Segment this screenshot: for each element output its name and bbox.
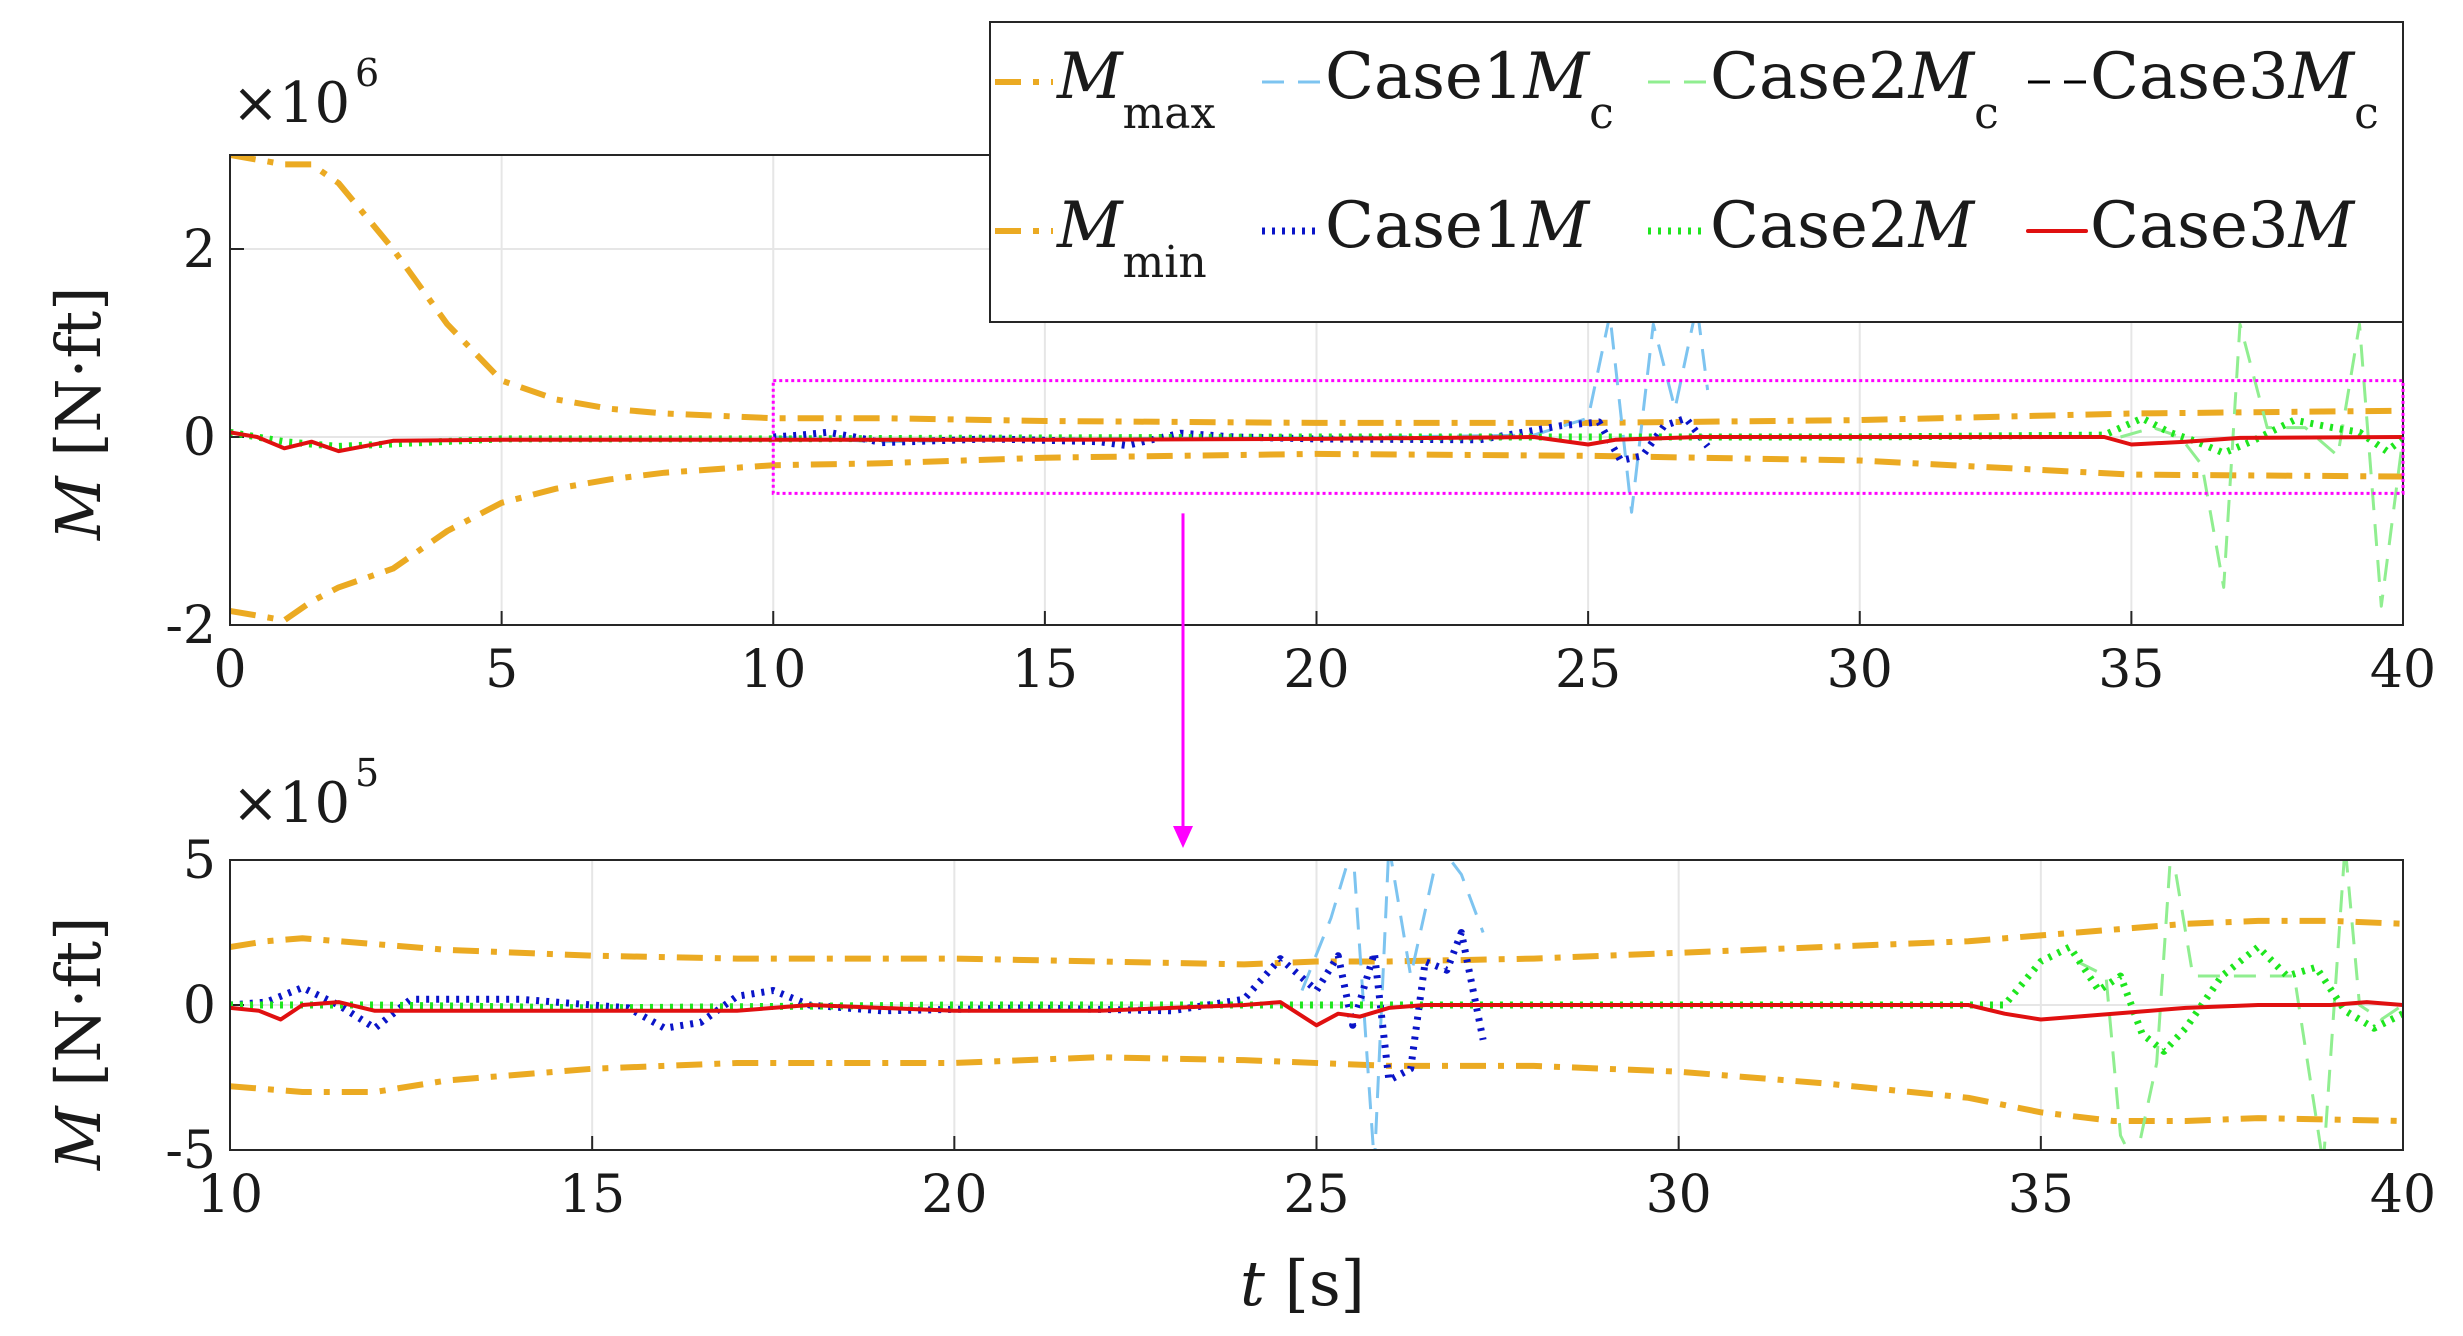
- top-exponent-base: ×10: [232, 71, 350, 136]
- top-ylabel-unit: [N·ft]: [42, 287, 115, 477]
- top-xtick-25: 25: [1555, 640, 1621, 700]
- bot-series-case2mc: [2076, 860, 2403, 1150]
- legend-swatches: [995, 79, 2088, 235]
- zoom-region-box: [771, 379, 2405, 495]
- bottom-series-group: [230, 860, 2403, 1150]
- top-series-case3m: [230, 430, 2403, 454]
- top-xtick-15: 15: [1012, 640, 1078, 700]
- top-xtick-5: 5: [485, 640, 518, 700]
- legend-entry-case3-mc: Case3Mc: [2090, 40, 2379, 139]
- bottom-exponent-power: 5: [355, 751, 379, 795]
- top-ytick--2: -2: [165, 596, 216, 656]
- top-series-case2m: [230, 414, 2403, 457]
- top-xtick-35: 35: [2098, 640, 2164, 700]
- bot-ytick--5: -5: [165, 1121, 216, 1181]
- bottom-axes-frame: [229, 859, 2404, 1151]
- bottom-ylabel-unit: [N·ft]: [42, 917, 115, 1107]
- bot-ytick-0: 0: [183, 976, 216, 1036]
- bot-series-case1mc: [1300, 860, 1485, 1150]
- top-xtick-10: 10: [740, 640, 806, 700]
- top-y-tick-labels: -2 0 2: [165, 220, 216, 656]
- bot-series-case3m: [230, 1000, 2403, 1028]
- top-ytick-2: 2: [183, 220, 216, 280]
- bottom-ylabel-symbol: M: [42, 1105, 115, 1171]
- bottom-y-axis-label: M [N·ft]: [42, 917, 115, 1171]
- top-y-axis-label: M [N·ft]: [42, 287, 115, 541]
- bottom-x-tick-labels: 10 15 20 25 30 35 40: [197, 1165, 2436, 1225]
- legend-entry-case1-mc: Case1Mc: [1325, 40, 1614, 139]
- legend-entry-case3-m: Case3M: [2090, 189, 2356, 263]
- legend: Mmax Case1Mc Case2Mc Case3Mc Mmin Case1M…: [989, 21, 2404, 323]
- top-ylabel-symbol: M: [42, 475, 115, 541]
- top-series-mmax: [230, 155, 2403, 426]
- top-series-group: [230, 155, 2403, 624]
- bot-ytick-5: 5: [183, 831, 216, 891]
- top-series-case1m: [773, 414, 1711, 464]
- bot-xtick-35: 35: [2008, 1165, 2074, 1225]
- top-exponent-power: 6: [355, 51, 379, 95]
- bottom-axes: 10 15 20 25 30 35 40 -5 0 5 ×10 5 M [N·ft] t [s]: [42, 751, 2436, 1320]
- legend-entry-case2-mc: Case2Mc: [1710, 40, 1999, 139]
- top-ytick-0: 0: [183, 408, 216, 468]
- bot-xtick-30: 30: [1646, 1165, 1712, 1225]
- top-x-tick-labels: 0 5 10 15 20 25 30 35 40: [213, 640, 2436, 700]
- top-xtick-40: 40: [2370, 640, 2436, 700]
- bot-xtick-10: 10: [197, 1165, 263, 1225]
- bot-series-mmax: [230, 917, 2403, 968]
- bottom-exponent-base: ×10: [232, 771, 350, 836]
- bot-xtick-15: 15: [559, 1165, 625, 1225]
- bot-xtick-20: 20: [921, 1165, 987, 1225]
- top-series-mmin: [230, 450, 2403, 624]
- top-xtick-0: 0: [213, 640, 246, 700]
- bot-series-case1m: [230, 929, 1487, 1084]
- legend-entry-case2-m: Case2M: [1710, 189, 1976, 263]
- legend-entry-mmin: Mmin: [1056, 189, 1207, 288]
- top-series-case1mc: [773, 303, 1710, 514]
- x-axis-label: t [s]: [1240, 1247, 1365, 1320]
- legend-entry-mmax: Mmax: [1056, 40, 1215, 139]
- bot-xtick-25: 25: [1283, 1165, 1349, 1225]
- top-series-case2mc: [2120, 322, 2403, 608]
- legend-entry-case1-m: Case1M: [1325, 189, 1591, 263]
- legend-box: [989, 21, 2404, 323]
- bot-xtick-40: 40: [2370, 1165, 2436, 1225]
- top-xtick-20: 20: [1283, 640, 1349, 700]
- bottom-y-tick-labels: -5 0 5: [165, 831, 216, 1181]
- xlabel-symbol: t: [1240, 1247, 1265, 1320]
- xlabel-unit: [s]: [1265, 1247, 1365, 1320]
- zoom-arrow-head: [1173, 826, 1193, 848]
- top-xtick-30: 30: [1827, 640, 1893, 700]
- bot-series-case2m: [230, 943, 2403, 1055]
